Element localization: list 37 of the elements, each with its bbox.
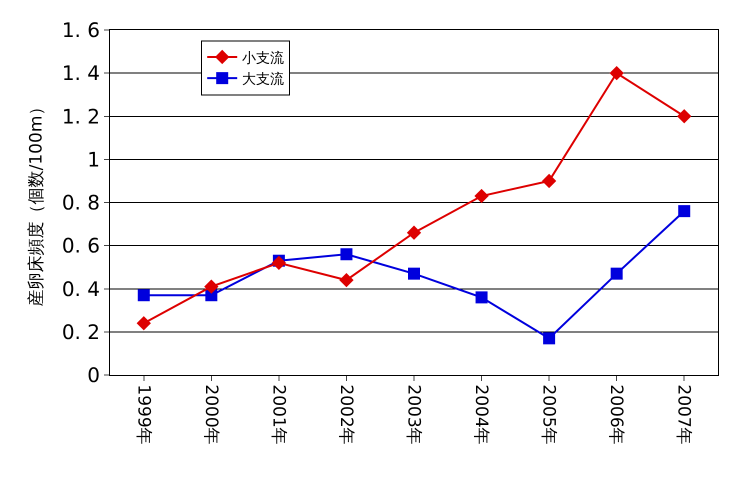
x-tick-label: 2005年 [538,384,559,445]
x-tick-label: 2006年 [606,384,626,445]
point [677,109,692,124]
y-tick-label: 1. 4 [62,61,100,86]
point [678,205,690,218]
x-tick-label: 2007年 [674,384,694,445]
y-tick-label: 1. 6 [62,18,100,42]
point [542,174,556,188]
y-tick-label: 1. 2 [62,104,100,128]
y-tick-label: 1 [87,147,100,172]
point [610,268,623,280]
point [136,316,151,330]
x-tick-label: 1999年 [133,384,154,445]
y-tick-label: 0 [87,363,100,387]
point [340,248,352,260]
legend-label: 大支流 [242,72,284,88]
y-tick-label: 0. 8 [62,190,100,214]
point [406,226,422,240]
point [339,272,354,288]
x-tick-label: 2003年 [403,384,424,445]
y-tick-label: 0. 4 [62,276,100,301]
legend-label: 小支流 [242,50,284,66]
y-tick-label: 0. 2 [62,320,100,344]
x-tick-label: 2002年 [336,384,356,445]
y-axis-title: 産卵床頻度（個数/100m） [26,98,46,306]
point [543,332,556,344]
point [474,188,489,204]
point [272,256,286,270]
x-tick-label: 2000年 [200,384,221,445]
y-tick-label: 0. 6 [62,234,100,258]
point [476,291,488,304]
point [204,279,218,294]
point [408,268,420,280]
point [138,289,150,302]
x-tick-label: 2001年 [268,384,288,445]
x-tick-label: 2004年 [471,384,492,445]
point [610,66,624,80]
